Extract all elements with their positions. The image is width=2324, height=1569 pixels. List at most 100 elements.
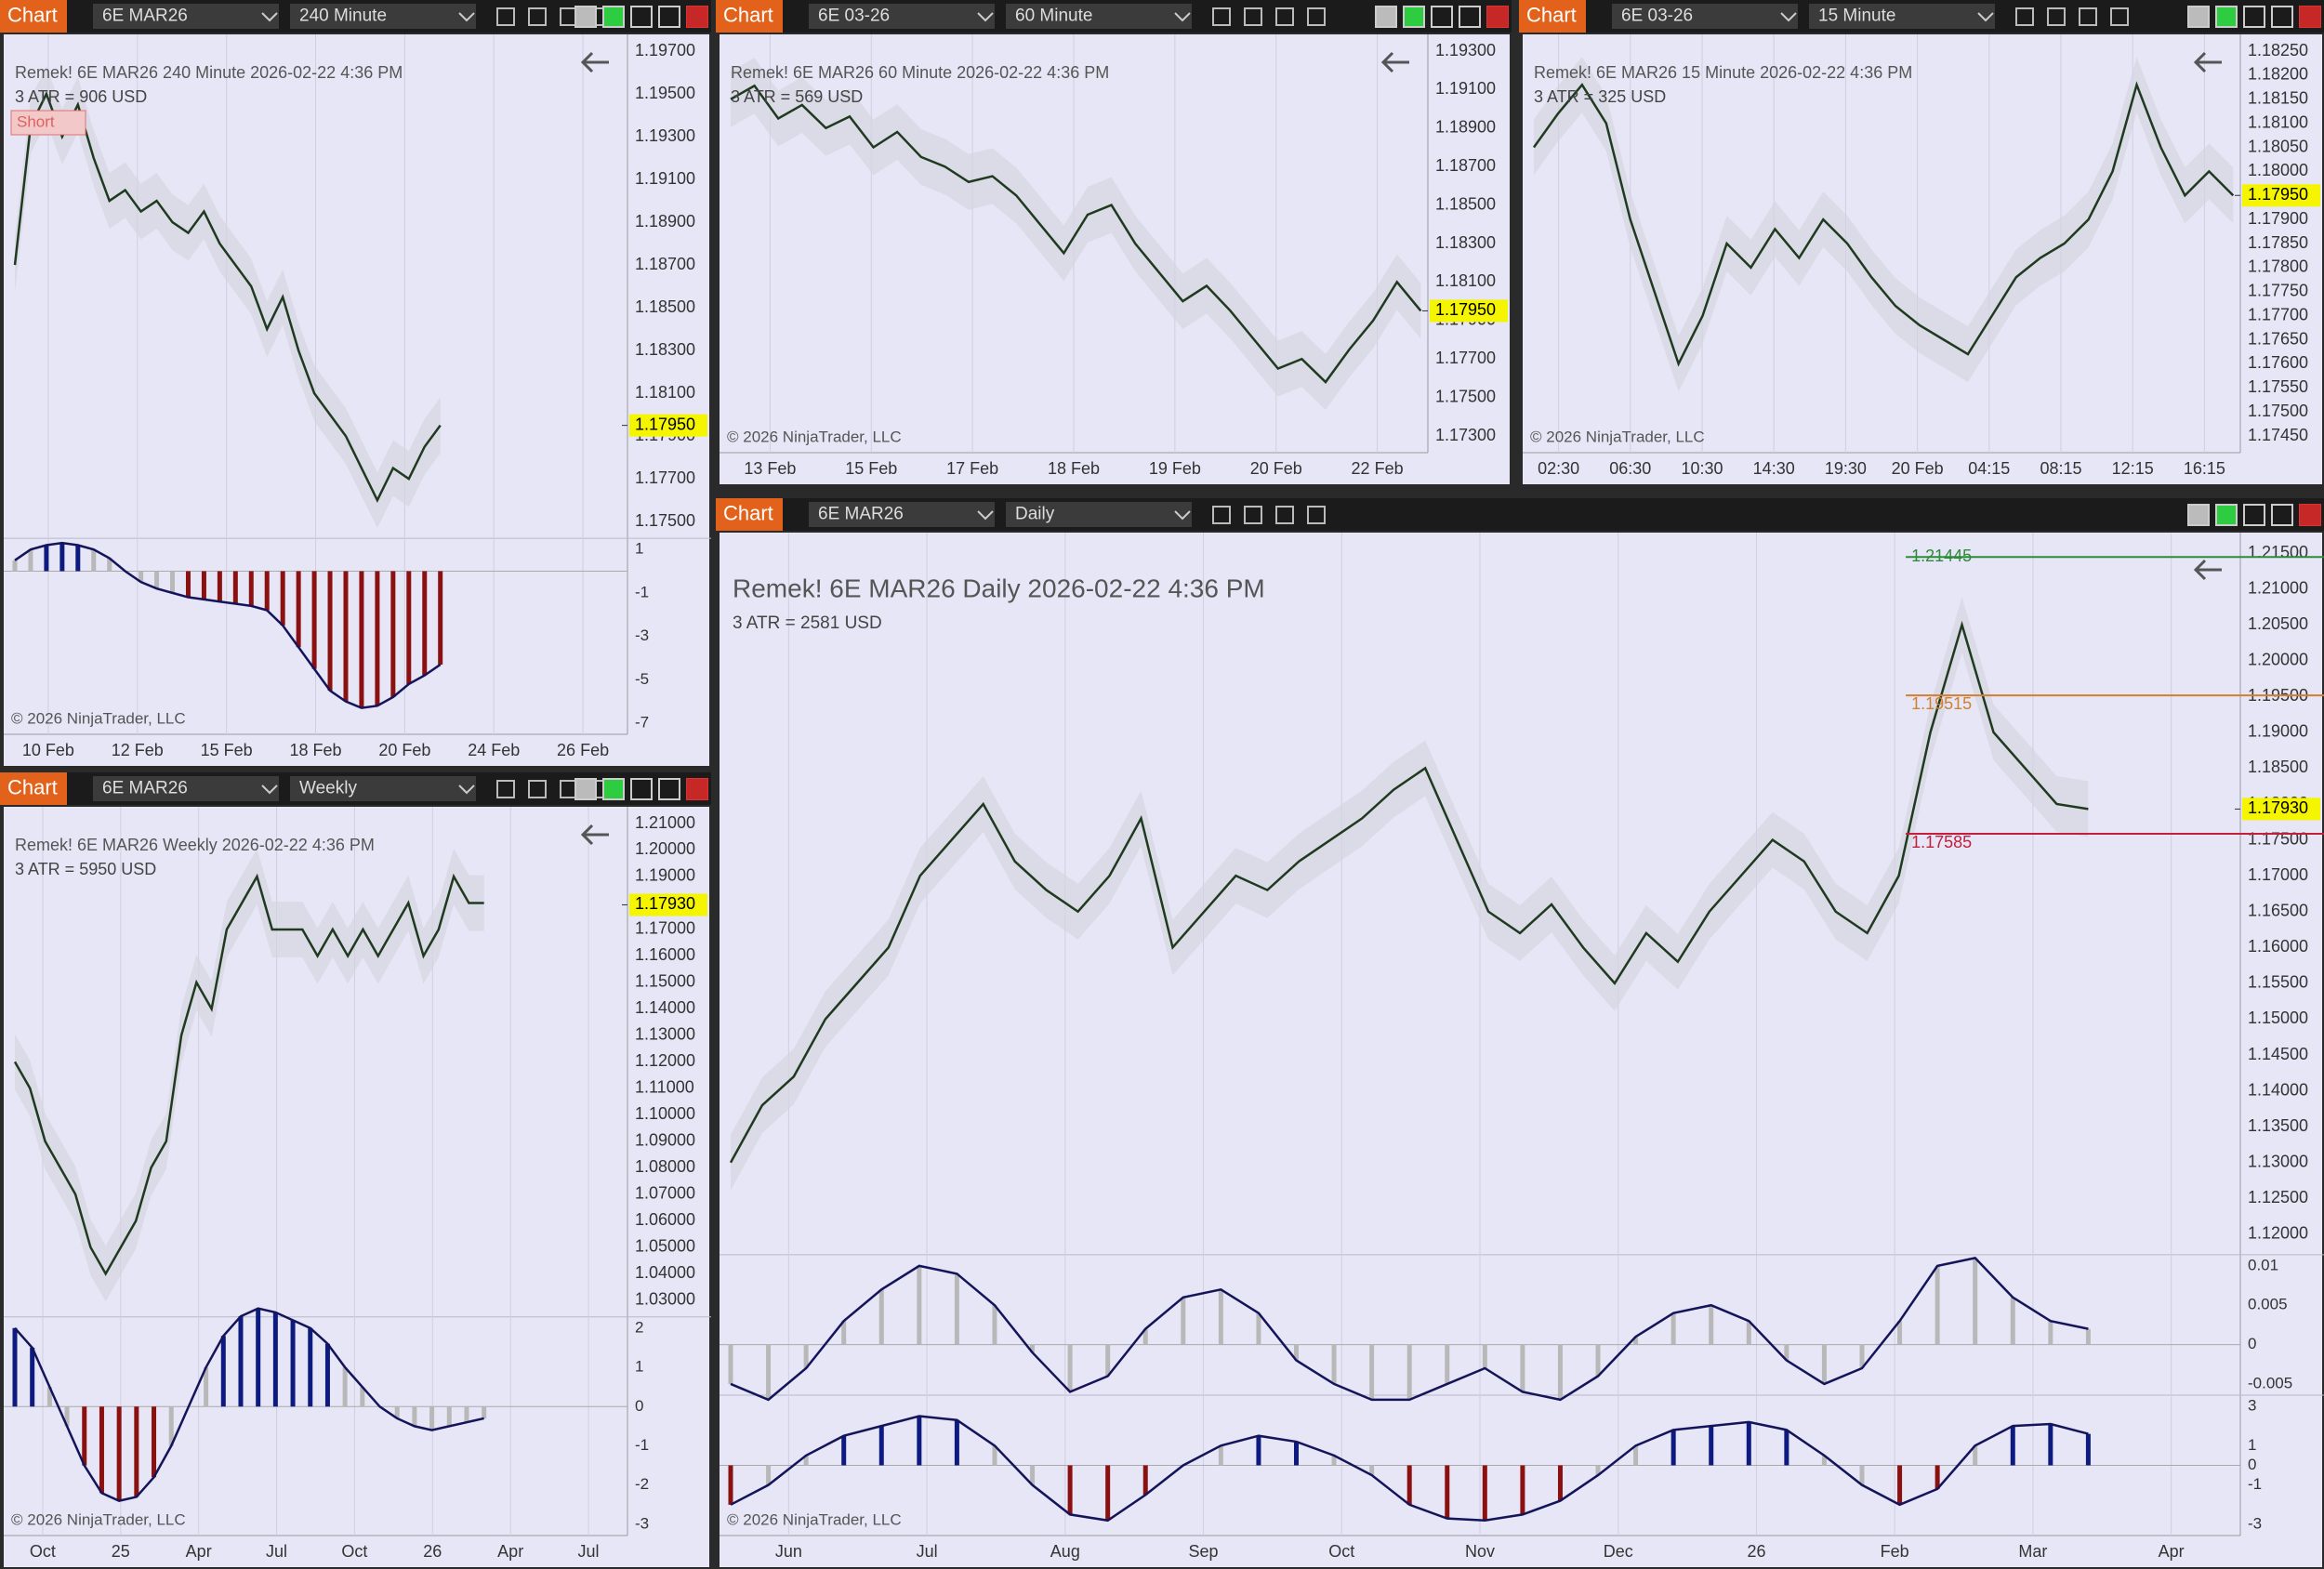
time-label: 22 Feb bbox=[1352, 459, 1404, 478]
window-button[interactable] bbox=[2271, 6, 2293, 28]
price-tick-label: 1.18050 bbox=[2248, 137, 2308, 155]
time-label: Apr bbox=[2159, 1542, 2185, 1561]
last-price-tag bbox=[2242, 798, 2320, 821]
price-tick-label: 1.21000 bbox=[2248, 578, 2308, 597]
instrument-dropdown[interactable] bbox=[1612, 4, 1798, 29]
price-tick-label: 1.20000 bbox=[635, 839, 695, 858]
close-button[interactable] bbox=[2300, 7, 2320, 27]
time-label: Oct bbox=[341, 1542, 367, 1561]
toolbar-icon[interactable] bbox=[2015, 7, 2034, 26]
toolbar-icon[interactable] bbox=[1212, 7, 1231, 26]
price-tick-label: 1.17000 bbox=[635, 919, 695, 938]
toolbar-icon[interactable] bbox=[528, 780, 547, 798]
close-button[interactable] bbox=[1487, 7, 1508, 27]
window-button[interactable] bbox=[2187, 504, 2210, 526]
timeframe-dropdown[interactable] bbox=[1809, 4, 1995, 29]
indicator-line bbox=[730, 1257, 2089, 1402]
instrument-dropdown[interactable] bbox=[809, 502, 995, 527]
indicator-tick-label: -7 bbox=[635, 713, 649, 731]
chart-tab[interactable] bbox=[1519, 0, 1586, 33]
time-label: 13 Feb bbox=[744, 459, 796, 478]
toolbar-icon[interactable] bbox=[496, 7, 515, 26]
timeframe-dropdown[interactable] bbox=[290, 776, 476, 801]
window-button[interactable] bbox=[630, 6, 653, 28]
window-button[interactable] bbox=[574, 6, 597, 28]
time-label: 10:30 bbox=[1681, 459, 1723, 478]
toolbar-icon[interactable] bbox=[1275, 506, 1294, 524]
time-label: 15 Feb bbox=[845, 459, 897, 478]
chart-window: Chart 6E MAR26 Weekly Oct 25 Apr Jul Oct 26 Apr Ju… bbox=[0, 772, 711, 1567]
instrument-dropdown[interactable] bbox=[93, 776, 279, 801]
chart-tab[interactable] bbox=[716, 0, 783, 33]
window-button[interactable] bbox=[2243, 504, 2265, 526]
price-tick-label: 1.20500 bbox=[2248, 614, 2308, 633]
window-button[interactable] bbox=[2243, 6, 2265, 28]
copyright: © 2026 NinjaTrader, LLC bbox=[11, 1510, 186, 1528]
price-tick-label: 1.15000 bbox=[2248, 1009, 2308, 1027]
toolbar-icon[interactable] bbox=[2110, 7, 2129, 26]
window-button[interactable] bbox=[1459, 6, 1481, 28]
toolbar-icon[interactable] bbox=[1307, 506, 1326, 524]
close-button[interactable] bbox=[687, 7, 707, 27]
plot-area bbox=[720, 533, 2322, 1567]
window-button[interactable] bbox=[2271, 504, 2293, 526]
chart-tab[interactable] bbox=[0, 0, 67, 33]
close-button[interactable] bbox=[687, 779, 707, 799]
window-button[interactable] bbox=[574, 778, 597, 800]
last-price: 1.17930 bbox=[2248, 798, 2308, 817]
window-button[interactable] bbox=[2215, 504, 2238, 526]
toolbar-icon[interactable] bbox=[1275, 7, 1294, 26]
timeframe: Daily bbox=[1015, 505, 1055, 524]
price-tick-label: 1.17500 bbox=[1435, 387, 1496, 405]
window-button[interactable] bbox=[1403, 6, 1425, 28]
price-tick-label: 1.19100 bbox=[635, 169, 695, 188]
toolbar-icon[interactable] bbox=[528, 7, 547, 26]
time-label: Apr bbox=[186, 1542, 212, 1561]
price-tick-label: 1.18900 bbox=[635, 212, 695, 231]
chart-window: Chart 6E 03-26 15 Minute 02:30 06:30 10:30 14:… bbox=[1519, 0, 2324, 484]
window-button[interactable] bbox=[630, 778, 653, 800]
chart-tab[interactable] bbox=[0, 772, 67, 805]
toolbar-icon[interactable] bbox=[2047, 7, 2066, 26]
window-button[interactable] bbox=[602, 778, 625, 800]
toolbar-icon[interactable] bbox=[2079, 7, 2097, 26]
close-button[interactable] bbox=[2300, 505, 2320, 525]
chart-title: Remek! 6E MAR26 60 Minute 2026-02-22 4:3… bbox=[731, 63, 1109, 82]
instrument: 6E MAR26 bbox=[102, 7, 188, 26]
toolbar-icon[interactable] bbox=[1212, 506, 1231, 524]
chart-title: Remek! 6E MAR26 Weekly 2026-02-22 4:36 P… bbox=[15, 836, 375, 854]
timeframe-dropdown[interactable] bbox=[1006, 4, 1192, 29]
indicator-line bbox=[14, 1307, 484, 1502]
time-label: Nov bbox=[1465, 1542, 1495, 1561]
indicator-tick-label: 0.01 bbox=[2248, 1256, 2278, 1273]
instrument-dropdown[interactable] bbox=[93, 4, 279, 29]
window-button[interactable] bbox=[602, 6, 625, 28]
indicator-tick-label: -0.005 bbox=[2248, 1374, 2292, 1391]
window-button[interactable] bbox=[658, 778, 680, 800]
time-label: 15 Feb bbox=[201, 741, 253, 759]
dropdown-arrow bbox=[261, 12, 278, 22]
window-button[interactable] bbox=[658, 6, 680, 28]
plot-area bbox=[4, 34, 709, 766]
price-tick-label: 1.17500 bbox=[2248, 402, 2308, 420]
toolbar-icon[interactable] bbox=[1244, 7, 1262, 26]
window-button[interactable] bbox=[1375, 6, 1397, 28]
price-tick-label: 1.05000 bbox=[635, 1237, 695, 1256]
toolbar-icon[interactable] bbox=[1307, 7, 1326, 26]
timeframe-dropdown[interactable] bbox=[1006, 502, 1192, 527]
toolbar-icon[interactable] bbox=[496, 780, 515, 798]
indicator-tick-label: 0 bbox=[2248, 1456, 2256, 1473]
back-arrow bbox=[2193, 559, 2222, 581]
chart-tab[interactable] bbox=[716, 498, 783, 531]
price-tick-label: 1.13000 bbox=[635, 1025, 695, 1044]
window-button[interactable] bbox=[2187, 6, 2210, 28]
price-tick-label: 1.04000 bbox=[635, 1263, 695, 1282]
indicator-line bbox=[14, 541, 442, 709]
toolbar-icon[interactable] bbox=[1244, 506, 1262, 524]
window-button[interactable] bbox=[1431, 6, 1453, 28]
instrument-dropdown[interactable] bbox=[809, 4, 995, 29]
price-tick-label: 1.18100 bbox=[2248, 112, 2308, 131]
window-button[interactable] bbox=[2215, 6, 2238, 28]
timeframe-dropdown[interactable] bbox=[290, 4, 476, 29]
